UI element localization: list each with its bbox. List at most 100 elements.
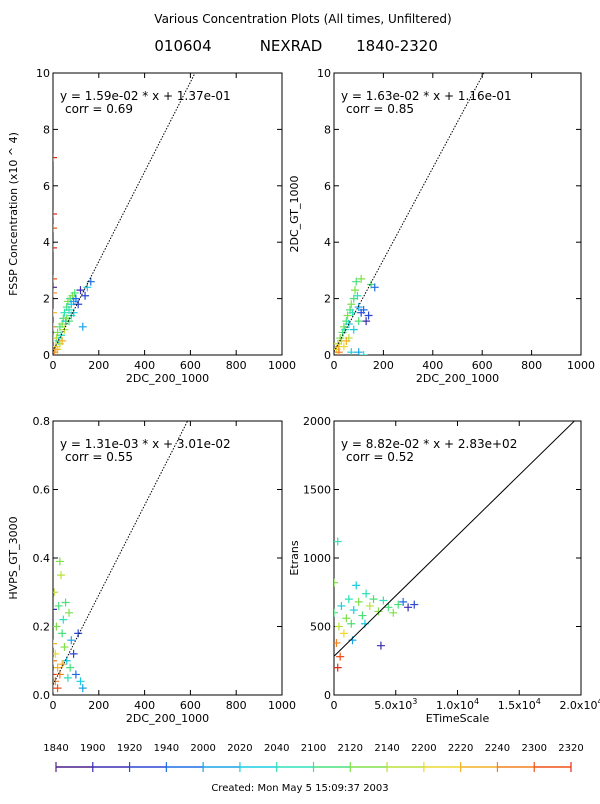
data-point <box>65 305 74 314</box>
data-point <box>334 622 343 631</box>
x-tick-label: 400 <box>134 699 155 712</box>
data-point <box>357 274 366 283</box>
data-point <box>362 317 371 326</box>
x-tick-label: 400 <box>134 359 155 372</box>
data-point <box>343 311 352 320</box>
correlation-label: corr = 0.52 <box>346 450 414 464</box>
data-point <box>399 597 408 606</box>
x-axis-label: 2DC_200_1000 <box>126 372 209 385</box>
figure-title: Various Concentration Plots (All times, … <box>154 12 451 26</box>
x-tick-label: 200 <box>88 359 109 372</box>
y-tick-label: 0.4 <box>33 552 51 565</box>
data-point <box>358 611 367 620</box>
colorbar-label: 2020 <box>227 743 252 754</box>
y-tick-label: 6 <box>324 180 331 193</box>
y-tick-label: 1500 <box>303 484 331 497</box>
colorbar-label: 2040 <box>264 743 289 754</box>
data-point <box>53 308 57 317</box>
data-point <box>76 677 85 686</box>
data-point <box>83 283 92 292</box>
data-point <box>334 663 342 672</box>
y-tick-label: 2 <box>43 293 50 306</box>
scatter-points <box>53 153 95 355</box>
data-point <box>53 588 59 597</box>
x-tick-label: 2.0x104 <box>559 697 600 712</box>
data-point <box>354 597 363 606</box>
y-tick-label: 1000 <box>303 552 331 565</box>
x-tick-label: 200 <box>373 359 394 372</box>
data-point <box>53 243 57 252</box>
colorbar-label: 1920 <box>117 743 142 754</box>
x-tick-label: 0 <box>50 699 57 712</box>
x-axis-label: 2DC_200_1000 <box>126 712 209 725</box>
y-axis-label: 2DC_GT_1000 <box>288 176 301 253</box>
y-axis-label: FSSP Concentration (x10 ^ 4) <box>7 132 20 296</box>
data-point <box>364 311 373 320</box>
data-point <box>336 652 345 661</box>
correlation-label: corr = 0.69 <box>65 102 133 116</box>
data-point <box>69 649 78 658</box>
y-tick-label: 0.0 <box>33 689 51 702</box>
scatter-points <box>53 557 87 693</box>
data-point <box>354 348 363 355</box>
y-tick-label: 0.2 <box>33 621 51 634</box>
time-colorbar: 1840 1900 1920 1940 2000 2020 2040 2100 2120 2140… <box>43 743 584 772</box>
data-point <box>61 598 70 607</box>
data-point <box>349 325 358 334</box>
x-tick-label: 1.5x104 <box>498 697 541 712</box>
data-point <box>374 607 383 616</box>
data-point <box>339 342 348 351</box>
x-tick-label: 0 <box>331 699 338 712</box>
data-point <box>348 308 357 317</box>
colorbar-label: 2320 <box>558 743 583 754</box>
data-point <box>78 322 87 331</box>
x-tick-label: 0 <box>331 359 338 372</box>
y-tick-label: 0 <box>324 689 331 702</box>
fit-line <box>334 421 575 657</box>
data-point <box>359 351 368 355</box>
fit-equation: y = 8.82e-02 * x + 2.83e+02 <box>341 437 517 451</box>
fit-line <box>53 73 196 352</box>
scatter-points <box>334 537 419 672</box>
data-point <box>337 601 346 610</box>
data-point <box>53 322 57 331</box>
panel-fssp: 0 200 400 600 800 1000 0 2 4 6 8 10 2DC_200_1000 FSSP… <box>7 67 296 385</box>
data-point <box>389 608 398 617</box>
data-point <box>62 656 71 665</box>
colorbar-label: 2200 <box>411 743 436 754</box>
data-point <box>347 619 356 628</box>
data-point <box>352 277 361 286</box>
y-axis-label: HVPS_GT_3000 <box>7 516 20 599</box>
data-point <box>359 305 368 314</box>
data-point <box>53 639 57 648</box>
y-tick-label: 0.6 <box>33 484 51 497</box>
data-point <box>71 670 80 679</box>
data-point <box>65 317 74 326</box>
data-point <box>339 629 348 638</box>
colorbar-label: 2220 <box>448 743 473 754</box>
data-point <box>53 210 57 218</box>
data-point <box>353 291 362 300</box>
y-tick-label: 2 <box>324 293 331 306</box>
y-tick-label: 10 <box>36 67 50 80</box>
y-tick-label: 10 <box>317 67 331 80</box>
x-tick-label: 1000 <box>567 359 595 372</box>
data-point <box>53 663 62 672</box>
data-point <box>362 589 371 598</box>
data-point <box>342 336 351 345</box>
data-point <box>53 649 60 658</box>
data-point <box>53 283 57 292</box>
data-point <box>58 336 67 345</box>
colorbar-label: 1940 <box>154 743 179 754</box>
data-point <box>53 622 61 631</box>
x-axis-label: 2DC_200_1000 <box>416 372 499 385</box>
data-point <box>65 608 74 617</box>
colorbar-label: 2240 <box>485 743 510 754</box>
data-point <box>58 660 67 669</box>
data-point <box>334 348 343 355</box>
data-point <box>60 308 69 317</box>
data-point <box>60 643 69 652</box>
data-point <box>63 673 72 682</box>
